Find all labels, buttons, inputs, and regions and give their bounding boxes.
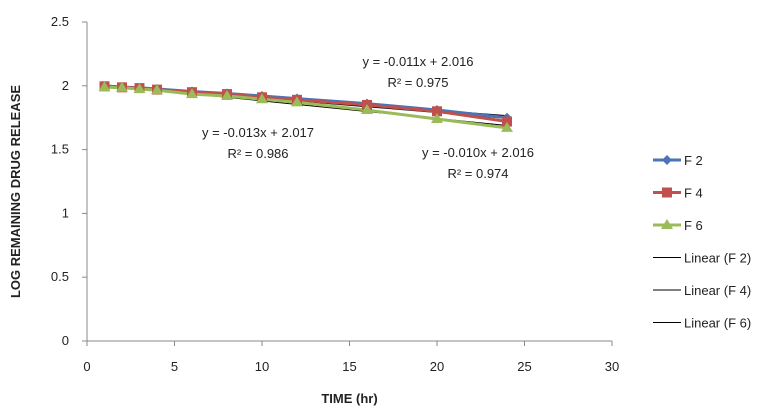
y-tick-label: 0.5 [51, 269, 69, 284]
x-tick-label: 25 [517, 359, 531, 374]
data-point-3 [291, 96, 303, 107]
legend-label: F 4 [684, 186, 703, 201]
data-point-3 [431, 112, 443, 123]
data-point-3 [186, 88, 198, 99]
regression-annotations: y = -0.011x + 2.016 R² = 0.975 y = -0.013x… [202, 54, 534, 181]
r-squared-label: R² = 0.974 [447, 166, 508, 181]
legend-label: F 2 [684, 153, 703, 168]
x-tick-label: 0 [83, 359, 90, 374]
legend-label: Linear (F 4) [684, 283, 751, 298]
series [98, 81, 513, 132]
legend-label: Linear (F 6) [684, 316, 751, 331]
x-tick-label: 20 [430, 359, 444, 374]
data-point-3 [98, 81, 111, 92]
data-point-2 [432, 106, 442, 117]
x-axis-title: TIME (hr) [321, 391, 377, 406]
x-tick-label: 30 [605, 359, 619, 374]
legend: F 2 F 4 F 6 Linear (F 2) Linear (F 4) Linear … [653, 153, 751, 331]
axes [82, 21, 613, 346]
data-point-3 [133, 82, 146, 93]
legend-label: F 6 [684, 218, 703, 233]
legend-marker [662, 187, 672, 198]
y-axis-title: LOG REMAINING DRUG RELEASE [8, 85, 23, 298]
y-tick-label: 0 [62, 333, 69, 348]
axis-labels: 0 0.5 1 1.5 2 2.5 0 5 10 15 20 25 30 TIME (hr) LOG REM… [8, 14, 619, 406]
y-tick-label: 2.5 [51, 14, 69, 29]
x-tick-label: 10 [255, 359, 269, 374]
data-point-2 [502, 116, 512, 127]
data-point-3 [361, 104, 373, 115]
y-tick-label: 1.5 [51, 142, 69, 157]
data-point-3 [501, 121, 513, 132]
y-tick-label: 1 [62, 205, 69, 220]
x-tick-label: 5 [171, 359, 178, 374]
data-point-3 [256, 93, 268, 104]
legend-label: Linear (F 2) [684, 251, 751, 266]
r-squared-label: R² = 0.975 [387, 75, 448, 90]
r-squared-label: R² = 0.986 [227, 146, 288, 161]
legend-marker [662, 155, 672, 165]
regression-equation: y = -0.010x + 2.016 [422, 145, 534, 160]
data-point-3 [221, 90, 233, 101]
regression-equation: y = -0.011x + 2.016 [362, 54, 473, 69]
series-line-3 [104, 85, 508, 130]
data-point-3 [116, 81, 128, 92]
data-point-3 [151, 84, 163, 95]
legend-marker [661, 219, 673, 229]
y-tick-label: 2 [62, 78, 69, 93]
regression-equation: y = -0.013x + 2.017 [202, 125, 314, 140]
x-tick-label: 15 [342, 359, 356, 374]
